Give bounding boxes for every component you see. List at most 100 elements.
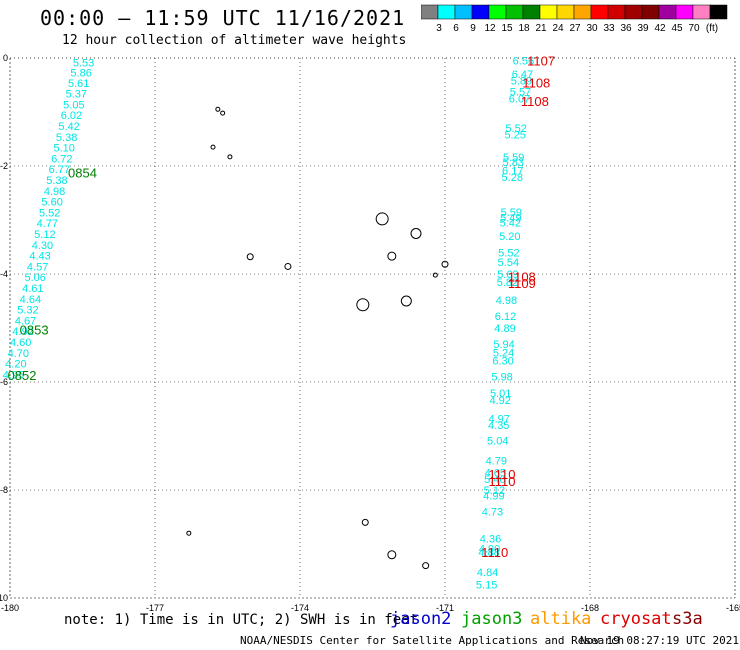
wave-height-label: 5.54 <box>498 257 519 269</box>
wave-height-label: 6.12 <box>495 311 516 323</box>
island-outline <box>246 253 254 261</box>
wave-height-label: 5.61 <box>68 78 89 90</box>
wave-height-label: 5.25 <box>504 130 525 142</box>
wave-height-label: 4.88 <box>478 547 499 559</box>
wave-height-label: 5.10 <box>54 143 75 155</box>
island-outline <box>361 518 369 526</box>
island-outline <box>220 110 226 116</box>
wave-height-label: 5.94 <box>493 339 514 351</box>
longitude-tick-label: -171 <box>436 603 454 613</box>
wave-height-label: 5.37 <box>66 89 87 101</box>
colorbar-label: 9 <box>470 23 476 34</box>
longitude-tick-label: -168 <box>581 603 599 613</box>
island-outline <box>422 562 430 570</box>
wave-height-label: 5.52 <box>39 207 60 219</box>
credit-footer: NOAA/NESDIS Center for Satellite Applica… <box>240 634 625 647</box>
wave-height-label: 5.42 <box>58 121 79 133</box>
colorbar-label: 18 <box>518 23 530 34</box>
wave-height-label: 5.57 <box>510 86 531 98</box>
pass-time-label: 0854 <box>68 165 97 180</box>
pass-time-label: 1110 <box>481 545 508 560</box>
wave-height-label: 5.06 <box>25 272 46 284</box>
island-outline <box>215 106 221 112</box>
wave-height-label: 4.95 <box>3 369 24 381</box>
wave-height-label: 5.42 <box>500 218 521 230</box>
colorbar-label: 15 <box>501 23 513 34</box>
wave-height-label: 4.70 <box>8 348 29 360</box>
pass-time-label: 1110 <box>489 467 516 482</box>
island-outline <box>356 298 370 312</box>
wave-height-label: 6.07 <box>509 94 530 106</box>
colorbar-label: 45 <box>671 23 683 34</box>
wave-height-label: 6.30 <box>492 355 513 367</box>
island-outline <box>186 530 192 536</box>
island-outline <box>284 262 292 270</box>
pass-time-label: 1110 <box>489 474 516 489</box>
wave-height-label: 4.36 <box>480 534 501 546</box>
wave-height-label: 5.28 <box>502 172 523 184</box>
island-outline <box>441 260 449 268</box>
wave-height-label: 6.56 <box>513 56 534 68</box>
wave-height-label: 4.92 <box>489 395 510 407</box>
latitude-tick-label: -8 <box>0 485 8 495</box>
wave-height-label: 5.83 <box>503 157 524 169</box>
wave-height-label: 4.43 <box>29 251 50 263</box>
wave-height-label: 4.84 <box>477 567 498 579</box>
colorbar-label: 6 <box>453 23 459 34</box>
latitude-tick-label: -2 <box>0 161 8 171</box>
wave-height-label: 5.32 <box>17 305 38 317</box>
wave-height-label: 6.77 <box>49 164 70 176</box>
colorbar-label: 12 <box>484 23 496 34</box>
colorbar-label: 27 <box>569 23 581 34</box>
wave-height-label: 6.02 <box>61 110 82 122</box>
wave-height-label: 4.77 <box>37 218 58 230</box>
pass-time-label: 1108 <box>521 94 549 109</box>
wave-height-label: 5.52 <box>498 247 519 259</box>
satellite-jason2: jason2 <box>390 609 452 629</box>
pass-time-label: 1109 <box>508 276 536 291</box>
color-scale-legend: 3 6 9 12 15 18 21 24 27 30 33 36 39 42 45 70 (ft) <box>421 4 728 34</box>
longitude-tick-label: -180 <box>1 603 19 613</box>
colorbar-label: 36 <box>620 23 632 34</box>
wave-height-label: 5.89 <box>511 76 532 88</box>
pass-time-label: 1108 <box>522 75 550 90</box>
colorbar-unit: (ft) <box>706 23 718 34</box>
colorbar-swatch <box>709 4 728 20</box>
wave-height-label: 4.61 <box>22 283 43 295</box>
wave-height-label: 4.90 <box>479 543 500 555</box>
wave-height-label: 4.99 <box>483 490 504 502</box>
wave-height-label: 5.24 <box>493 347 514 359</box>
wave-height-label: 4.65 <box>485 468 506 480</box>
island-outline <box>387 251 397 261</box>
wave-height-label: 5.46 <box>484 474 505 486</box>
latitude-tick-label: -4 <box>0 269 8 279</box>
colorbar-label: 42 <box>654 23 666 34</box>
island-outline <box>210 144 216 150</box>
island-outline <box>432 272 438 278</box>
wave-height-label: 4.79 <box>486 455 507 467</box>
wave-height-label: 4.73 <box>482 507 503 519</box>
pass-time-label: 0852 <box>8 368 37 383</box>
wave-height-label: 4.64 <box>20 294 41 306</box>
wave-height-label: 5.15 <box>476 580 497 592</box>
map-frame <box>9 57 736 599</box>
wave-height-label: 5.12 <box>484 485 505 497</box>
island-outline <box>400 295 412 307</box>
wave-height-label: 6.17 <box>502 165 523 177</box>
wave-height-label: 4.57 <box>27 261 48 273</box>
satellite-cryosat: cryosat <box>600 609 672 629</box>
wave-height-label: 5.12 <box>34 229 55 241</box>
wave-height-label: 4.98 <box>44 186 65 198</box>
wave-height-label: 4.92 <box>12 326 33 338</box>
latitude-tick-label: 0 <box>3 53 8 63</box>
pass-time-label: 1108 <box>508 270 536 285</box>
wave-height-label: 4.89 <box>494 323 515 335</box>
wave-height-label: 4.60 <box>10 337 31 349</box>
map-title: 00:00 – 11:59 UTC 11/16/2021 <box>40 6 406 30</box>
wave-height-label: 5.53 <box>73 57 94 69</box>
longitude-tick-label: -165 <box>726 603 740 613</box>
map-subtitle: 12 hour collection of altimeter wave hei… <box>62 33 407 48</box>
colorbar-label: 24 <box>552 23 564 34</box>
wave-height-label: 5.69 <box>497 269 518 281</box>
